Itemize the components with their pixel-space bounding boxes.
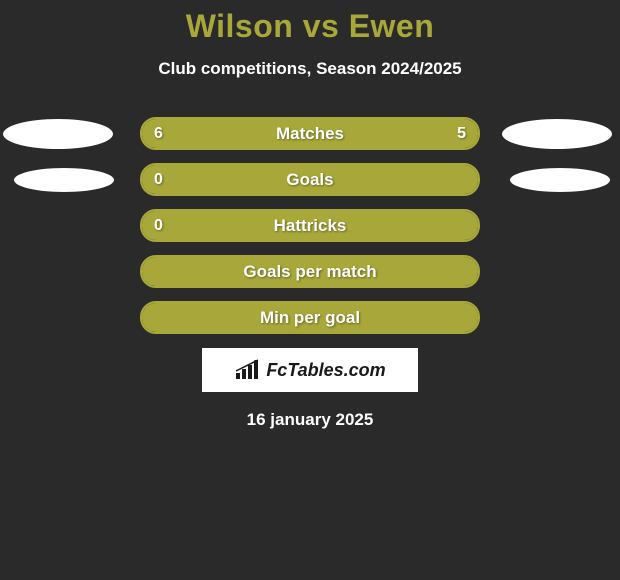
stat-label: Matches <box>142 124 478 144</box>
player-right-icon <box>502 119 612 149</box>
source-logo: FcTables.com <box>234 359 385 381</box>
stat-label: Goals per match <box>142 262 478 282</box>
player-left-icon <box>14 168 114 192</box>
stat-bar: Min per goal <box>140 301 480 334</box>
stat-bar: 65Matches <box>140 117 480 150</box>
subtitle: Club competitions, Season 2024/2025 <box>0 59 620 79</box>
stat-bar: Goals per match <box>140 255 480 288</box>
page-title: Wilson vs Ewen <box>0 8 620 45</box>
stat-bar: 0Hattricks <box>140 209 480 242</box>
compare-row: 0Goals <box>0 163 620 196</box>
date-line: 16 january 2025 <box>0 410 620 430</box>
compare-row: Min per goal <box>0 301 620 334</box>
logo-text: FcTables.com <box>266 360 385 381</box>
compare-row: 65Matches <box>0 117 620 150</box>
compare-rows: 65Matches 0Goals 0Hattricks Goals per match… <box>0 117 620 334</box>
source-logo-box: FcTables.com <box>202 348 418 392</box>
stat-label: Goals <box>142 170 478 190</box>
comparison-infographic: Wilson vs Ewen Club competitions, Season… <box>0 0 620 430</box>
stat-label: Min per goal <box>142 308 478 328</box>
bars-icon <box>234 359 262 381</box>
stat-bar: 0Goals <box>140 163 480 196</box>
player-left-icon <box>3 119 113 149</box>
player-right-icon <box>510 168 610 192</box>
stat-label: Hattricks <box>142 216 478 236</box>
compare-row: Goals per match <box>0 255 620 288</box>
compare-row: 0Hattricks <box>0 209 620 242</box>
